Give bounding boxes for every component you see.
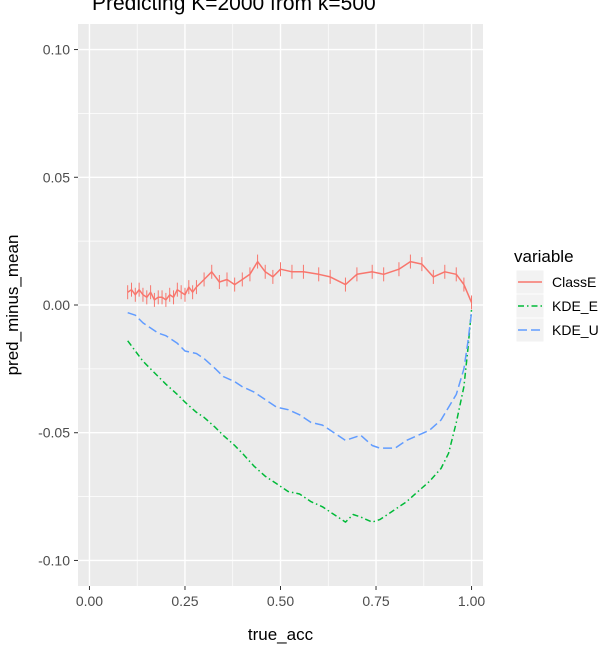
chart-title: Predicting K=2000 from k=500	[92, 0, 376, 15]
x-axis: 0.00 0.25 0.50 0.75 1.00	[76, 586, 485, 609]
x-tick-label: 0.50	[267, 593, 294, 609]
legend-label-KDE_U: KDE_U	[552, 322, 599, 338]
x-tick-label: 0.00	[76, 593, 103, 609]
series-line-KDE_U	[127, 311, 473, 449]
x-tick-label: 0.25	[171, 593, 198, 609]
y-axis: -0.10 -0.05 0.00 0.05 0.10	[38, 42, 78, 568]
series-layer	[127, 254, 473, 523]
legend-label-ClassE: ClassE	[552, 274, 596, 290]
x-tick-label: 0.75	[362, 593, 389, 609]
grid-major	[78, 24, 483, 586]
y-tick-label: -0.05	[38, 425, 70, 441]
legend-label-KDE_E: KDE_E	[552, 298, 598, 314]
y-tick-label: 0.10	[43, 42, 70, 58]
x-axis-title: true_acc	[248, 625, 314, 644]
series-line-KDE_E	[127, 310, 473, 523]
legend: variable ClassE KDE_E KDE_U	[514, 247, 599, 343]
y-tick-label: -0.10	[38, 552, 70, 568]
y-tick-label: 0.05	[43, 169, 70, 185]
series-line-ClassE	[127, 260, 473, 303]
y-axis-title: pred_minus_mean	[3, 235, 22, 376]
y-tick-label: 0.00	[43, 297, 70, 313]
x-tick-label: 1.00	[458, 593, 485, 609]
legend-title: variable	[514, 247, 574, 266]
